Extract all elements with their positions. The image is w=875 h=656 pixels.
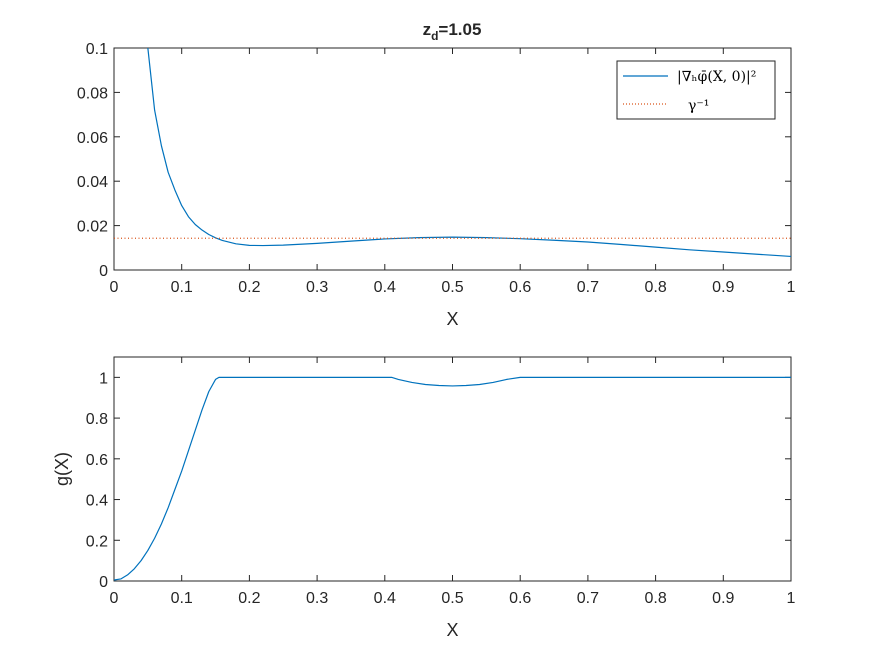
- x-tick-label: 0.3: [306, 590, 328, 607]
- title-main: z: [423, 20, 432, 39]
- x-tick-label: 0.7: [577, 590, 599, 607]
- x-tick-label: 0.8: [644, 279, 666, 296]
- series-line-1: [147, 48, 791, 258]
- x-tick-label: 0.6: [509, 279, 531, 296]
- x-tick-label: 1: [787, 279, 796, 296]
- x-tick-label: 0.6: [509, 590, 531, 607]
- legend: |∇ₕφ̄(X, 0)|² γ⁻¹: [616, 60, 776, 120]
- x-tick-label: 0.9: [712, 590, 734, 607]
- y-tick-label: 0.1: [86, 41, 108, 58]
- legend-box: [616, 60, 776, 120]
- x-tick-label: 0.5: [441, 279, 463, 296]
- legend-label-series-1: |∇ₕφ̄(X, 0)|²: [677, 69, 756, 85]
- x-tick-label: 1: [787, 590, 796, 607]
- axes-frame: [113, 356, 792, 582]
- title-suffix: =1.05: [438, 20, 481, 39]
- y-axis-label: g(X): [52, 452, 72, 486]
- y-tick-label: 0.04: [77, 174, 108, 191]
- chart-title: zd=1.05: [423, 20, 482, 43]
- y-tick-label: 0.02: [77, 219, 108, 236]
- x-tick-label: 0: [110, 590, 119, 607]
- x-tick-label: 0.4: [374, 279, 396, 296]
- bottom-plot: 0 0.1 0.2 0.3 0.4 0.5 0.6 0.7 0.8 0.9 1 0 0.2 0.4 0.6 0…: [52, 356, 796, 640]
- x-tick-label: 0.9: [712, 279, 734, 296]
- y-tick-label: 0.6: [86, 452, 108, 469]
- title-subscript: d: [431, 29, 438, 43]
- x-axis-label: X: [446, 309, 458, 329]
- y-tick-label: 0: [99, 574, 108, 591]
- x-tick-label: 0.4: [374, 590, 396, 607]
- legend-label-series-2: γ⁻¹: [688, 98, 709, 114]
- y-tick-label: 0.8: [86, 411, 108, 428]
- y-tick-label: 0.4: [86, 493, 108, 510]
- y-tick-label: 0.06: [77, 130, 108, 147]
- y-tick-label: 0.08: [77, 85, 108, 102]
- x-tick-label: 0.2: [238, 590, 260, 607]
- x-tick-label: 0.2: [238, 279, 260, 296]
- x-tick-label: 0.1: [171, 590, 193, 607]
- series-line-1: [114, 376, 791, 581]
- y-tick-label: 0: [99, 263, 108, 280]
- x-tick-label: 0.7: [577, 279, 599, 296]
- y-tick-label: 1: [99, 370, 108, 387]
- x-tick-label: 0: [110, 279, 119, 296]
- y-tick-label: 0.2: [86, 533, 108, 550]
- x-tick-label: 0.5: [441, 590, 463, 607]
- x-tick-label: 0.3: [306, 279, 328, 296]
- x-tick-label: 0.8: [644, 590, 666, 607]
- x-axis-label: X: [446, 620, 458, 640]
- x-tick-label: 0.1: [171, 279, 193, 296]
